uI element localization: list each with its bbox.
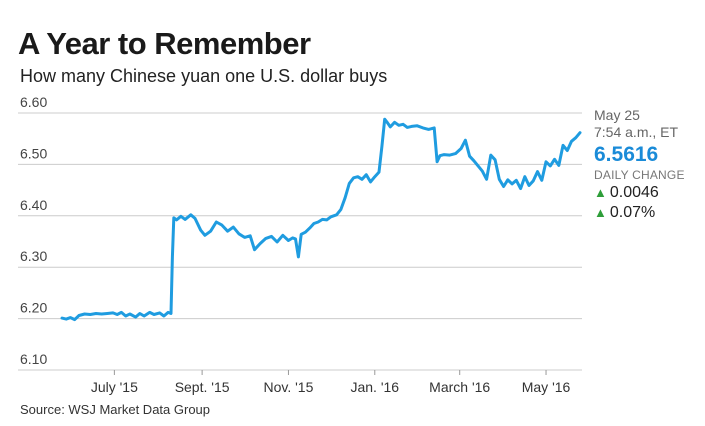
latest-time: 7:54 a.m., ET — [594, 124, 679, 140]
y-axis-tick-labels: 6.60 6.50 6.40 6.30 6.20 6.10 — [20, 94, 47, 367]
daily-change-abs: ▲ 0.0046 — [594, 183, 699, 203]
y-tick-label: 6.30 — [20, 248, 47, 264]
triangle-up-icon: ▲ — [594, 205, 607, 220]
x-tick-label: July '15 — [91, 379, 138, 395]
chart-subtitle: How many Chinese yuan one U.S. dollar bu… — [20, 66, 388, 86]
daily-change-pct: ▲ 0.07% — [594, 203, 699, 223]
change-abs-value: 0.0046 — [609, 184, 659, 201]
x-axis-tick-labels: July '15 Sept. '15 Nov. '15 Jan. '16 March '… — [91, 370, 571, 395]
change-pct-value: 0.07% — [609, 204, 656, 221]
x-tick-label: March '16 — [429, 379, 490, 395]
y-tick-label: 6.50 — [20, 145, 47, 161]
x-tick-label: Nov. '15 — [264, 379, 314, 395]
chart-title: A Year to Remember — [18, 26, 311, 61]
y-tick-label: 6.10 — [20, 351, 47, 367]
daily-change-label: DAILY CHANGE — [594, 168, 685, 182]
x-tick-label: May '16 — [522, 379, 571, 395]
x-tick-label: Sept. '15 — [175, 379, 230, 395]
triangle-up-icon: ▲ — [594, 185, 607, 200]
y-tick-label: 6.60 — [20, 94, 47, 110]
y-tick-label: 6.20 — [20, 300, 47, 316]
latest-value-panel: May 25 7:54 a.m., ET 6.5616 DAILY CHANGE… — [594, 107, 699, 223]
y-tick-label: 6.40 — [20, 197, 47, 213]
latest-date: May 25 — [594, 107, 640, 123]
usd-cny-series-line — [60, 117, 582, 322]
latest-value: 6.5616 — [594, 143, 659, 166]
x-tick-label: Jan. '16 — [350, 379, 399, 395]
source-note: Source: WSJ Market Data Group — [20, 402, 211, 417]
